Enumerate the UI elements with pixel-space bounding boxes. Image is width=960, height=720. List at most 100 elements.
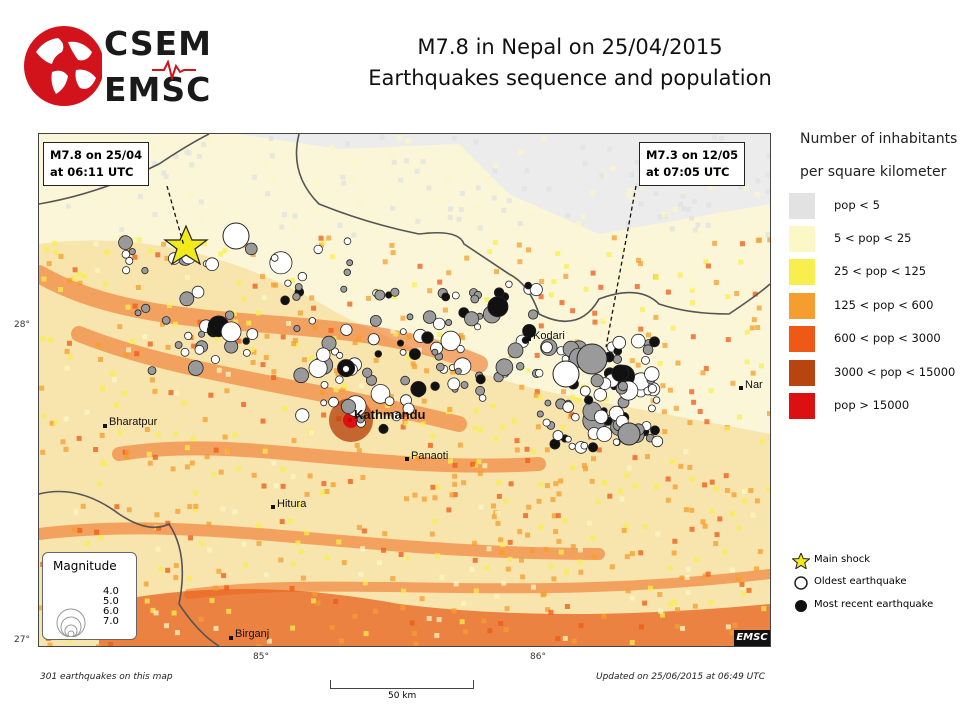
callout-main-shock: M7.8 on 25/04 at 06:11 UTC [43,142,150,186]
earthquake-marker [475,385,486,396]
population-cell [173,563,179,568]
population-cell [264,333,270,339]
population-cell [738,259,744,265]
population-cell [339,638,345,644]
population-cell [356,336,362,342]
filled-circle-icon [795,600,807,612]
earthquake-marker [295,408,310,423]
population-cell [67,354,73,360]
population-cell [224,585,230,591]
earthquake-marker [529,283,543,297]
city-label-kathmandu: Kathmandu [354,407,426,422]
population-cell [154,512,160,518]
population-cell [63,416,69,422]
population-cell [592,310,598,316]
population-cell [382,531,388,537]
earthquake-map[interactable]: Bharatpur Kathmandu Panaoti Hitura Birga… [38,133,771,647]
population-cell [496,493,502,499]
magnitude-value-7: 7.0 [103,616,119,627]
population-cell [712,240,718,246]
earthquake-marker [447,377,461,391]
population-cell [218,251,224,257]
earthquake-marker [430,381,440,391]
population-cell [459,619,465,625]
population-cell [598,284,604,290]
population-cell [638,624,644,630]
earthquake-marker [451,291,460,300]
population-cell [553,481,559,487]
population-cell [538,294,544,300]
city-dot-kathmandu [348,418,352,422]
population-cell [504,606,510,612]
population-cell [100,386,105,392]
population-cell [300,575,306,581]
population-cell [216,568,222,574]
population-cell [252,283,258,289]
population-cell [95,268,101,274]
population-cell [514,447,520,453]
population-cell [472,557,478,563]
population-cell [672,484,678,490]
population-map-canvas[interactable] [39,134,770,646]
population-cell [208,392,214,398]
population-cell [165,567,171,573]
population-cell [700,519,706,525]
population-cell [41,276,47,282]
logo-text-csem: CSEM [104,24,212,63]
population-cell [642,600,648,606]
population-cell [508,481,514,487]
population-cell [403,158,409,164]
population-cell [672,207,678,213]
population-cell [289,585,295,591]
population-cell [272,157,278,163]
population-cell [104,249,110,255]
population-cell [150,607,156,613]
earthquake-marker [391,411,402,422]
population-cell [506,198,512,204]
population-cell [756,305,762,311]
population-cell [638,201,644,207]
population-cell [192,507,198,513]
population-cell [473,588,479,594]
earthquake-marker [369,314,382,327]
population-cell [494,593,500,599]
population-cell [548,609,554,615]
earthquake-marker [648,404,656,413]
population-cell [290,474,296,480]
population-cell [426,233,432,239]
population-cell [524,367,530,373]
population-cell [155,546,161,552]
earthquake-marker [536,410,544,418]
population-cell [599,173,605,179]
earthquake-marker [460,381,469,389]
earthquake-marker [568,442,576,450]
city-dot-birganj [229,636,233,640]
population-cell [545,607,551,613]
population-cell [329,145,335,150]
population-cell [529,548,535,554]
population-cell [152,161,158,167]
population-cell [138,193,143,199]
population-cell [665,289,671,295]
population-cell [389,152,395,158]
earthquake-marker [516,362,525,371]
population-cell [295,540,301,546]
earthquake-marker [540,341,553,354]
population-cell [260,418,266,424]
population-cell [250,360,256,365]
earthquake-marker [399,328,407,336]
population-cell [576,397,582,403]
population-cell [136,237,142,243]
population-cell [462,629,468,635]
population-cell [689,507,695,513]
population-cell [334,368,339,374]
population-cell [409,620,415,626]
population-cell [170,466,176,472]
population-cell [117,324,123,330]
population-cell [271,374,277,380]
lon-label-85: 85° [253,652,269,662]
population-cell [124,454,130,460]
population-cell [297,310,303,316]
population-cell [311,598,316,604]
population-cell [577,547,583,553]
